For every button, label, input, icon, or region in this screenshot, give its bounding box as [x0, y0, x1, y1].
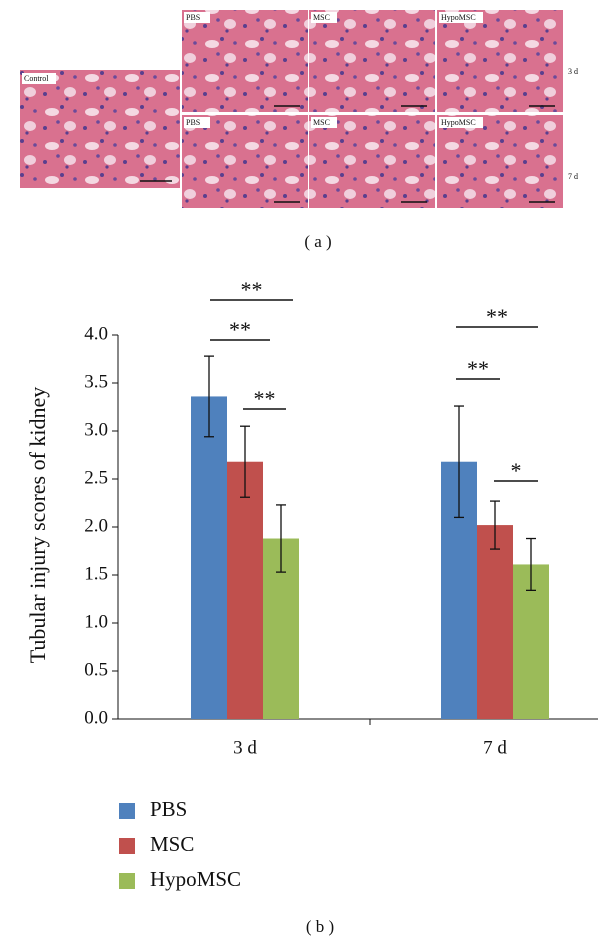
y-tick-label: 2.5: [84, 467, 108, 488]
histology: Control PBS MSC HypoMSC 3 d PBS MSC HypoMSC 7 d: [20, 10, 578, 208]
panel-label: MSC: [313, 118, 330, 127]
time-label: 3 d: [568, 67, 578, 76]
histology-image: [182, 10, 308, 112]
y-tick-label: 0.0: [84, 707, 108, 728]
control-image: [20, 70, 180, 188]
y-tick-label: 1.5: [84, 563, 108, 584]
panel-label: PBS: [186, 118, 200, 127]
y-tick-label: 4.0: [84, 323, 108, 344]
label-box: [311, 117, 337, 128]
y-tick-label: 0.5: [84, 659, 108, 680]
y-tick-label: 3.5: [84, 371, 108, 392]
label-box: [439, 12, 483, 23]
histology-image: [309, 10, 435, 112]
label-box: [311, 12, 337, 23]
histology-image: [437, 10, 563, 112]
legend-swatch: [119, 803, 135, 819]
panel-label: PBS: [186, 13, 200, 22]
label-box: [439, 117, 483, 128]
label-box: [22, 73, 56, 84]
legend-label: MSC: [150, 832, 194, 856]
label-box: [184, 117, 210, 128]
legend-label: PBS: [150, 797, 187, 821]
panel-label: HypoMSC: [441, 118, 476, 127]
y-axis-label: Tubular injury scores of kidney: [25, 387, 50, 664]
significance-label: **: [229, 317, 251, 342]
panel-label: MSC: [313, 13, 330, 22]
bar: [191, 396, 227, 719]
y-tick-label: 3.0: [84, 419, 108, 440]
time-label: 7 d: [568, 172, 578, 181]
significance-label: **: [241, 277, 263, 302]
control-label: Control: [24, 74, 49, 83]
panel-label: ( b ): [306, 917, 334, 936]
histology-image: [309, 115, 435, 208]
bar: [477, 525, 513, 719]
y-tick-label: 2.0: [84, 515, 108, 536]
histology-image: [182, 115, 308, 208]
histology-image: [437, 115, 563, 208]
significance-label: **: [486, 304, 508, 329]
significance-label: **: [254, 386, 276, 411]
legend-swatch: [119, 873, 135, 889]
legend-label: HypoMSC: [150, 867, 241, 891]
significance-label: *: [511, 458, 522, 483]
legend-swatch: [119, 838, 135, 854]
x-tick-label: 3 d: [233, 737, 257, 758]
significance-label: **: [467, 356, 489, 381]
panel-label: ( a ): [304, 232, 331, 251]
panel-label: HypoMSC: [441, 13, 476, 22]
label-box: [184, 12, 210, 23]
bar: [227, 461, 263, 719]
x-tick-label: 7 d: [483, 737, 507, 758]
y-tick-label: 1.0: [84, 611, 108, 632]
